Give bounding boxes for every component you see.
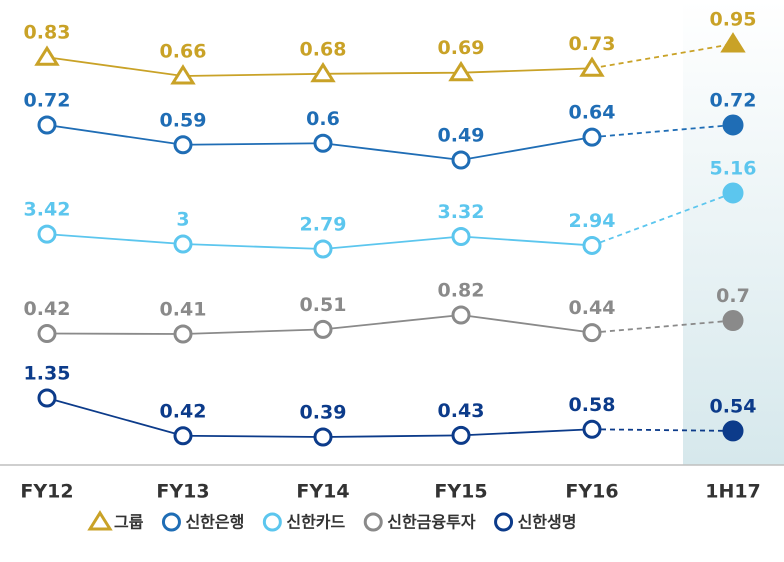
point (448, 60, 474, 82)
x-tick-label: FY14 (296, 481, 349, 503)
point (37, 388, 57, 408)
legend-marker (363, 512, 383, 532)
point (170, 64, 196, 85)
data-label: 3.42 (24, 199, 71, 221)
point (313, 133, 333, 153)
data-label: 0.49 (438, 125, 485, 147)
point (582, 127, 602, 147)
legend-label: 그룹 (114, 513, 144, 532)
point (313, 319, 333, 339)
legend-label: 신한은행 (185, 513, 244, 532)
x-tick-label: FY16 (565, 481, 618, 503)
legend-label: 신한금융투자 (387, 513, 476, 532)
point (582, 235, 602, 255)
legend-marker (87, 510, 113, 531)
data-label: 0.42 (160, 400, 207, 422)
point (173, 135, 193, 155)
data-label: 2.94 (569, 210, 616, 232)
data-label: 0.43 (438, 400, 485, 422)
point (37, 115, 57, 135)
data-label: 0.83 (24, 22, 71, 44)
data-label: 2.79 (300, 214, 347, 236)
point (582, 323, 602, 343)
projected-line (591, 43, 734, 70)
data-label: 0.66 (160, 41, 207, 63)
data-label: 3.32 (438, 201, 485, 223)
data-label: 1.35 (24, 363, 71, 385)
data-label: 0.73 (569, 33, 616, 55)
data-label: 0.58 (569, 394, 616, 416)
x-tick-label: FY15 (434, 481, 487, 503)
point (310, 61, 336, 83)
point (451, 425, 471, 445)
point (722, 114, 744, 136)
legend-label: 신한생명 (518, 513, 577, 532)
data-label: 0.82 (438, 280, 485, 302)
point (722, 420, 744, 442)
legend-marker (262, 512, 282, 532)
point (37, 224, 57, 244)
point (722, 310, 744, 332)
x-tick-label: FY12 (20, 481, 73, 503)
legend-marker (161, 512, 181, 532)
point (451, 150, 471, 170)
data-label: 0.68 (300, 38, 347, 60)
point (451, 305, 471, 325)
data-label: 0.59 (160, 109, 207, 131)
data-label: 0.7 (716, 285, 750, 307)
point (722, 182, 744, 204)
projected-line (591, 124, 734, 139)
legend-label: 신한카드 (286, 513, 345, 532)
point (313, 239, 333, 259)
point (582, 419, 602, 439)
data-label: 0.41 (160, 299, 207, 321)
data-label: 0.72 (710, 90, 757, 112)
legend-marker (494, 512, 514, 532)
x-tick-label: FY13 (156, 481, 209, 503)
data-label: 0.39 (300, 402, 347, 424)
point (579, 56, 605, 77)
data-label: 0.51 (300, 294, 347, 316)
point (173, 324, 193, 344)
point (34, 45, 60, 66)
point (37, 324, 57, 344)
point (173, 234, 193, 254)
point (720, 32, 746, 53)
projected-line (591, 428, 734, 432)
x-tick-label: 1H17 (705, 481, 761, 503)
projected-line (591, 319, 734, 334)
data-label: 3 (176, 209, 189, 231)
data-label: 5.16 (710, 158, 757, 180)
point (173, 426, 193, 446)
data-label: 0.72 (24, 90, 71, 112)
data-label: 0.54 (710, 395, 757, 417)
data-label: 0.69 (438, 37, 485, 59)
projected-line (591, 192, 734, 247)
data-label: 0.95 (710, 9, 757, 31)
point (451, 226, 471, 246)
highlight-column (683, 0, 784, 465)
data-label: 0.6 (306, 108, 340, 130)
point (313, 427, 333, 447)
data-label: 0.44 (569, 297, 616, 319)
data-label: 0.42 (24, 298, 71, 320)
data-label: 0.64 (569, 102, 616, 124)
